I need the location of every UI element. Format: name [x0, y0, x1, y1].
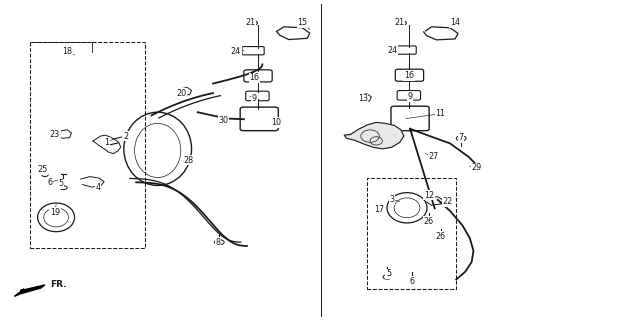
Text: 26: 26 [423, 217, 434, 226]
Text: 14: 14 [450, 18, 460, 27]
Text: 9: 9 [407, 92, 413, 101]
Text: 13: 13 [358, 94, 368, 103]
Text: 9: 9 [252, 94, 257, 103]
Text: 5: 5 [386, 269, 391, 278]
Text: 26: 26 [436, 232, 446, 241]
Polygon shape [344, 123, 404, 149]
Text: 21: 21 [245, 19, 255, 28]
Text: 4: 4 [96, 183, 101, 192]
Text: 15: 15 [297, 19, 307, 28]
Text: 16: 16 [404, 71, 414, 80]
Text: 3: 3 [390, 195, 395, 204]
Polygon shape [14, 285, 45, 296]
Text: 7: 7 [458, 133, 464, 142]
Text: 29: 29 [471, 164, 482, 172]
Text: 8: 8 [215, 238, 220, 247]
Text: 5: 5 [59, 180, 64, 188]
Text: FR.: FR. [50, 280, 67, 289]
Text: 25: 25 [38, 165, 48, 174]
Text: 28: 28 [183, 156, 194, 164]
Text: 19: 19 [50, 208, 60, 217]
Text: 27: 27 [428, 152, 439, 161]
Text: 2: 2 [123, 132, 128, 140]
Text: 1: 1 [104, 138, 109, 147]
Text: 22: 22 [442, 197, 453, 206]
Text: 6: 6 [48, 178, 52, 187]
Text: 16: 16 [249, 73, 259, 82]
Text: 18: 18 [62, 47, 72, 56]
Polygon shape [424, 27, 458, 40]
Text: 20: 20 [176, 89, 186, 98]
Bar [30, 42, 146, 248]
Text: 11: 11 [435, 109, 445, 118]
Bar [367, 178, 456, 289]
Text: 21: 21 [394, 19, 405, 28]
Text: 12: 12 [424, 190, 434, 200]
Text: 23: 23 [50, 130, 60, 139]
Text: 17: 17 [375, 205, 384, 214]
Polygon shape [276, 27, 310, 40]
Text: 24: 24 [387, 45, 397, 55]
Text: 6: 6 [410, 276, 415, 285]
Text: 24: 24 [231, 47, 241, 56]
Text: 10: 10 [271, 118, 281, 127]
Text: 30: 30 [218, 116, 228, 125]
